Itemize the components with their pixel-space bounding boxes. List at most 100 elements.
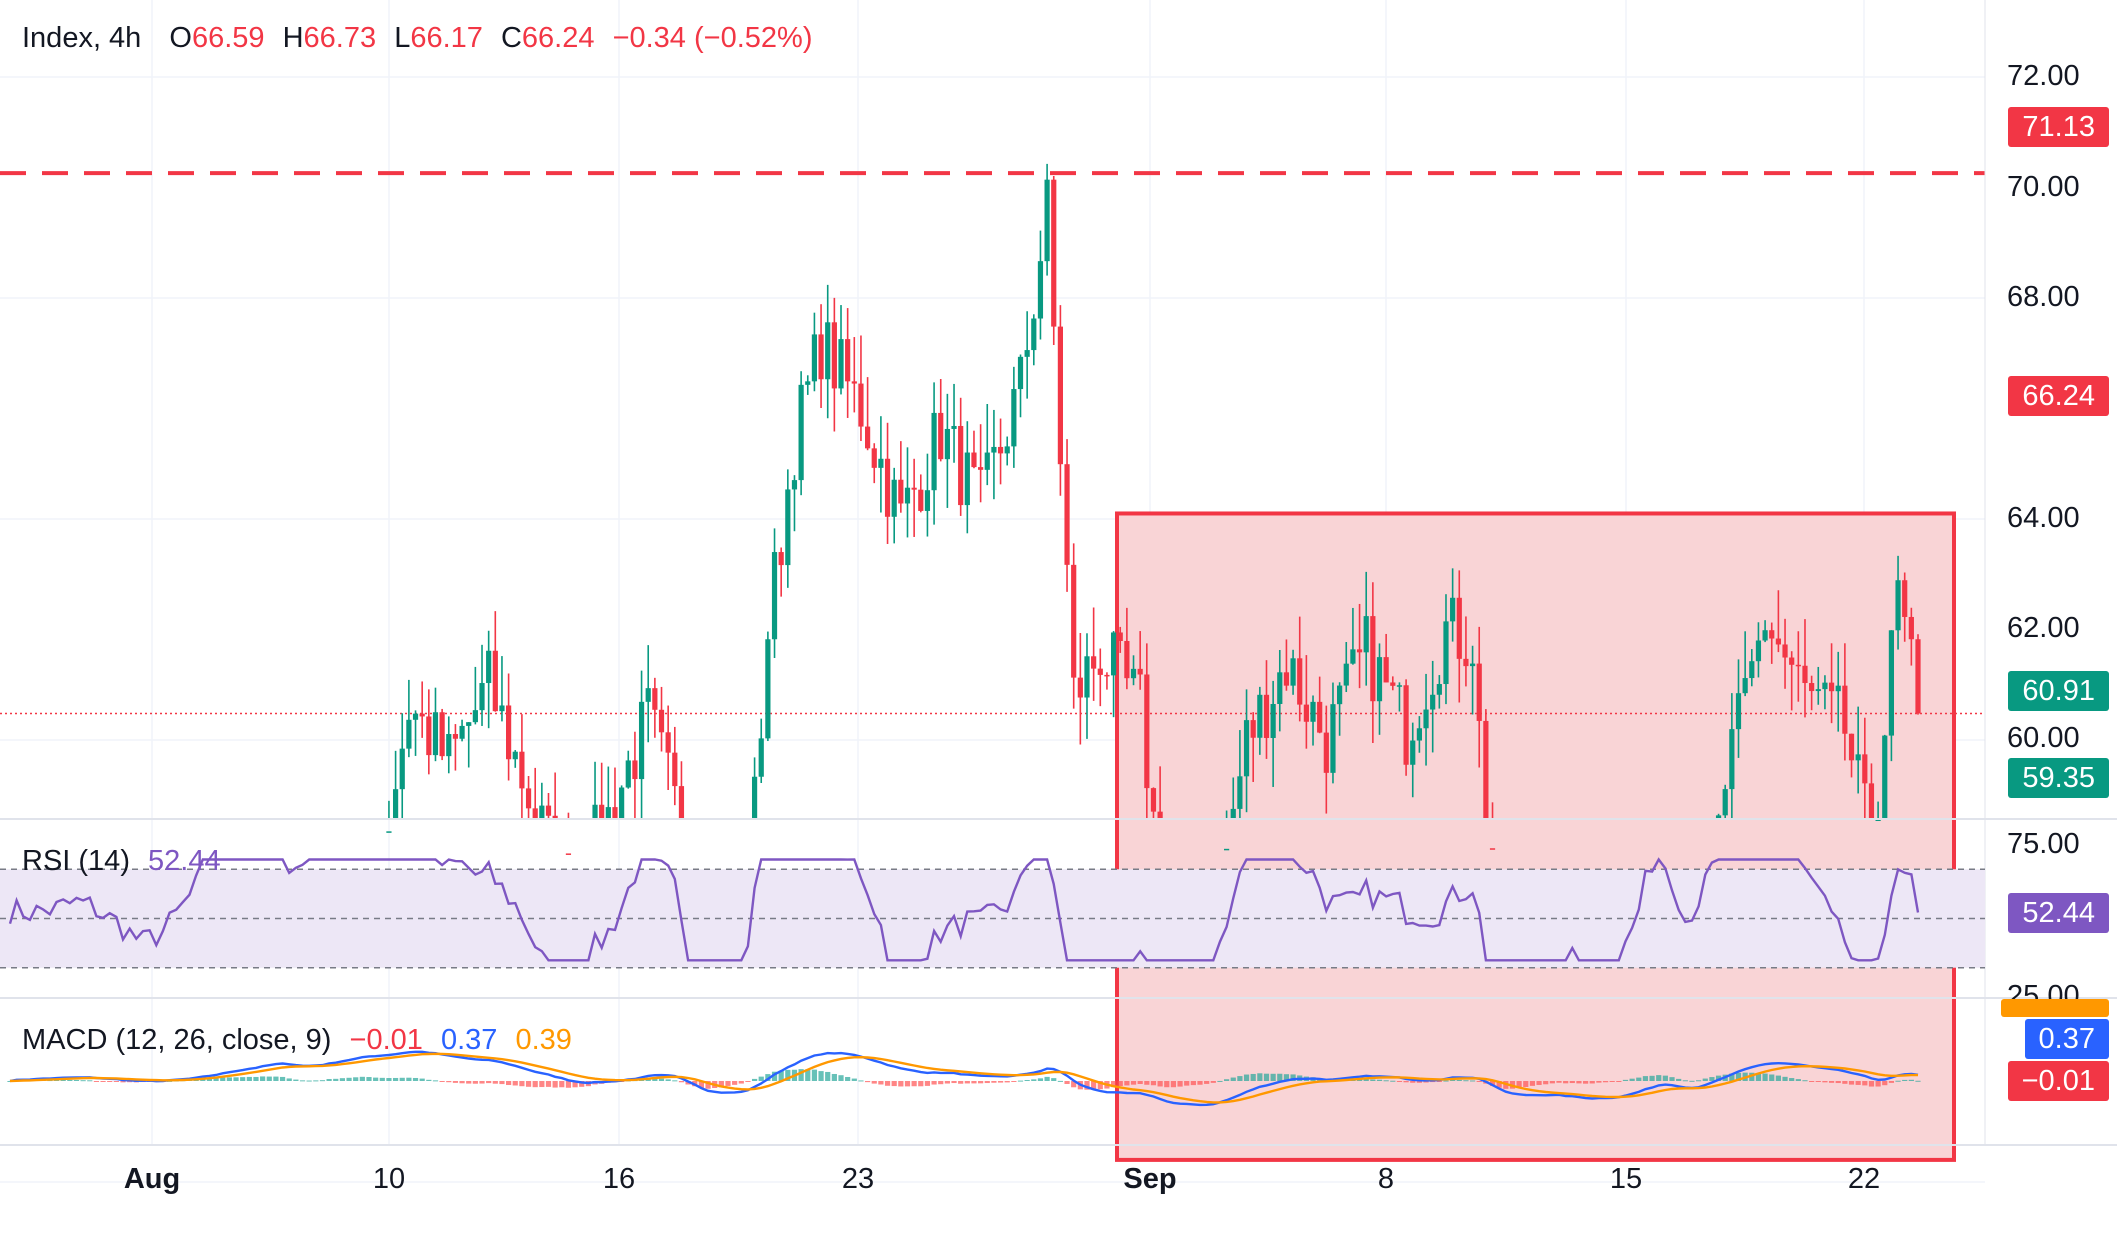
candle-body (612, 807, 618, 818)
macd-histogram-bar (838, 1075, 844, 1081)
candle-body (512, 751, 518, 760)
macd-line (9, 1050, 1919, 1107)
macd-histogram-bar (1596, 1081, 1602, 1083)
candle-body (1323, 732, 1329, 773)
macd-histogram-bar (1895, 1080, 1901, 1082)
candle-body (858, 383, 864, 427)
candle-body (1476, 663, 1482, 721)
candle-body (778, 552, 784, 566)
macd-histogram-bar (997, 1081, 1004, 1083)
macd-histogram-bar (1443, 1080, 1449, 1082)
macd-histogram-bar (532, 1081, 538, 1088)
macd-histogram-bar (1170, 1081, 1177, 1088)
high-value: 66.73 (303, 22, 377, 54)
macd-histogram-bar (373, 1077, 379, 1081)
high-label: H (282, 22, 304, 54)
macd-histogram-bar (758, 1076, 764, 1081)
candle-body (1715, 815, 1722, 818)
macd-histogram-bar (1842, 1081, 1848, 1084)
date-axis-label: 23 (841, 1163, 875, 1195)
date-axis-label: 15 (1609, 1163, 1643, 1195)
macd-line-tag: −0.01 (2007, 1061, 2109, 1101)
candle-body (426, 716, 432, 756)
macd-histogram-bar (1237, 1076, 1243, 1081)
macd-histogram-bar (1190, 1081, 1196, 1086)
macd-histogram-bar (1250, 1073, 1256, 1081)
macd-histogram-bar (1450, 1079, 1456, 1081)
macd-histogram-bar (984, 1081, 990, 1084)
macd-histogram-bar (1828, 1081, 1835, 1083)
price-axis-label: 72.00 (2007, 60, 2080, 92)
candle-body (1755, 640, 1762, 662)
macd-histogram-bar (738, 1081, 744, 1084)
candle-body (545, 805, 552, 816)
candle-body (1024, 350, 1030, 357)
macd-histogram-bar (1543, 1081, 1549, 1085)
price-axis-label: 70.00 (2007, 171, 2080, 203)
macd-histogram-bar (705, 1081, 711, 1089)
date-axis-label: 22 (1847, 1163, 1881, 1195)
macd-histogram-bar (572, 1081, 578, 1088)
macd-histogram-bar (1809, 1081, 1815, 1082)
macd-histogram-bar (73, 1079, 80, 1081)
candle-body (1842, 685, 1848, 734)
candle-body (951, 425, 957, 429)
rsi-line (8, 857, 1920, 962)
macd-histogram-bar (745, 1081, 751, 1082)
macd-histogram-bar (1017, 1080, 1024, 1082)
macd-histogram-bar (1529, 1081, 1536, 1086)
macd-histogram-bar (299, 1080, 306, 1082)
macd-histogram-bar (1696, 1080, 1702, 1082)
candle-body (1257, 694, 1263, 738)
macd-histogram-bar (353, 1077, 359, 1081)
candle-body (1017, 356, 1024, 390)
candle-body (898, 479, 904, 504)
macd-histogram-bar (1091, 1081, 1097, 1090)
macd-histogram-bar (359, 1076, 365, 1081)
macd-histogram-bar (678, 1081, 685, 1083)
price-legend: Index, 4h O66.59 H66.73 L66.17 C66.24 −0… (22, 22, 812, 55)
macd-histogram-bar (865, 1081, 871, 1083)
macd-histogram-bar (306, 1080, 312, 1082)
candle-body (771, 552, 778, 640)
candle-body (1895, 580, 1901, 631)
candle-body (619, 787, 625, 818)
macd-histogram-bar (313, 1080, 319, 1082)
macd-histogram-bar (1044, 1076, 1050, 1081)
macd-histogram-bar (924, 1081, 931, 1086)
candle-body (958, 425, 964, 506)
candle-body (1290, 658, 1296, 686)
macd-histogram-bar (904, 1081, 911, 1087)
candle-body (1809, 683, 1815, 692)
macd-histogram-bar (559, 1081, 565, 1088)
candle-body (446, 734, 452, 757)
macd-histogram-bar (439, 1081, 445, 1082)
candle-body (479, 683, 485, 711)
candle-body (791, 480, 798, 490)
macd-histogram-bar (107, 1081, 113, 1082)
candle-body (1037, 261, 1044, 319)
rsi-legend-value: 52.44 (148, 845, 221, 877)
macd-histogram-bar (778, 1070, 784, 1081)
candle-body (638, 701, 645, 780)
candle-body (871, 448, 877, 468)
date-axis-label: 10 (372, 1163, 406, 1195)
macd-histogram-bar (971, 1081, 977, 1084)
candle-body (1044, 179, 1050, 262)
candle-body (751, 776, 758, 818)
macd-histogram-bar (492, 1081, 498, 1084)
macd-histogram-bar (326, 1078, 332, 1081)
macd-histogram-bar (1290, 1074, 1296, 1081)
candle-body (386, 831, 392, 833)
macd-histogram-bar (1177, 1081, 1183, 1087)
candle-body (1363, 616, 1369, 653)
candle-body (984, 452, 990, 470)
candle-body (1350, 649, 1356, 664)
macd-histogram-bar (1549, 1081, 1555, 1084)
macd-histogram-bar (1609, 1081, 1615, 1082)
macd-histogram-bar (486, 1081, 492, 1084)
macd-histogram-bar (1011, 1081, 1017, 1082)
candle-body (599, 804, 605, 818)
macd-histogram-bar (1463, 1080, 1469, 1082)
